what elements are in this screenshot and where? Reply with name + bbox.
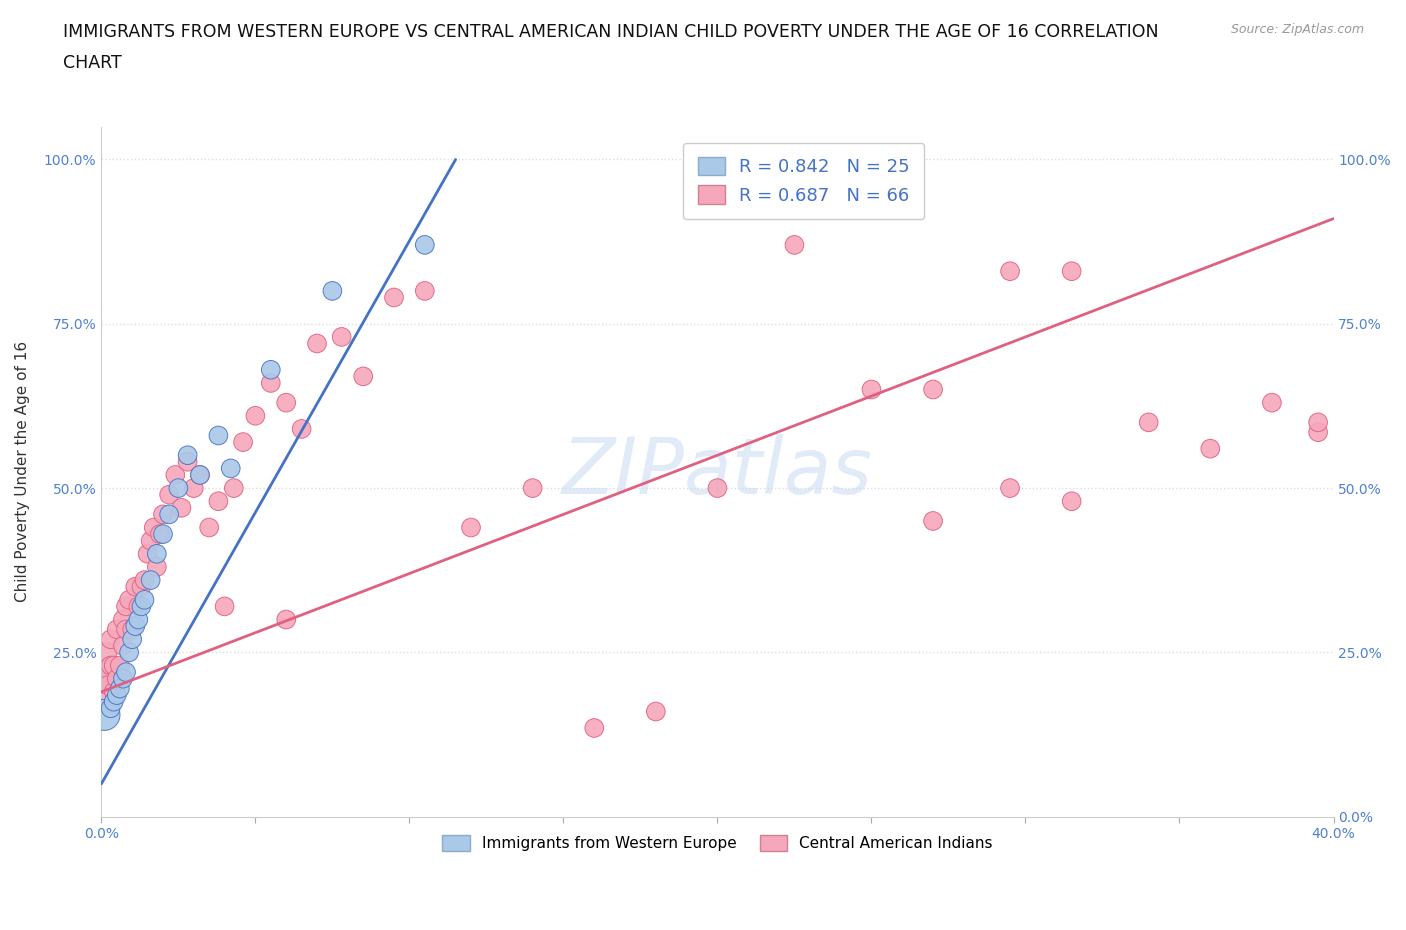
Point xyxy=(198,520,221,535)
Point xyxy=(1060,494,1083,509)
Point xyxy=(583,721,606,736)
Point xyxy=(165,468,187,483)
Point xyxy=(998,264,1021,279)
Point xyxy=(139,573,162,588)
Point xyxy=(188,468,211,483)
Point xyxy=(1199,441,1222,456)
Point xyxy=(460,520,482,535)
Point xyxy=(157,487,180,502)
Point xyxy=(305,336,328,351)
Legend: Immigrants from Western Europe, Central American Indians: Immigrants from Western Europe, Central … xyxy=(436,830,998,857)
Point xyxy=(146,546,169,561)
Point xyxy=(783,237,806,252)
Point xyxy=(183,481,205,496)
Text: CHART: CHART xyxy=(63,54,122,72)
Point xyxy=(706,481,728,496)
Point xyxy=(188,468,211,483)
Text: ZIPatlas: ZIPatlas xyxy=(562,433,873,510)
Y-axis label: Child Poverty Under the Age of 16: Child Poverty Under the Age of 16 xyxy=(15,341,30,603)
Point xyxy=(998,481,1021,496)
Point xyxy=(134,592,156,607)
Point xyxy=(352,369,374,384)
Point xyxy=(382,290,405,305)
Point xyxy=(100,701,122,716)
Point xyxy=(860,382,883,397)
Point xyxy=(131,599,153,614)
Point xyxy=(176,455,198,470)
Point xyxy=(105,671,128,686)
Point xyxy=(131,579,153,594)
Point xyxy=(100,631,122,646)
Point xyxy=(276,612,298,627)
Point xyxy=(1306,415,1329,430)
Point xyxy=(152,507,174,522)
Point xyxy=(127,612,149,627)
Point xyxy=(214,599,236,614)
Point xyxy=(142,520,165,535)
Point xyxy=(207,494,229,509)
Point xyxy=(321,284,343,299)
Point xyxy=(108,681,131,696)
Point xyxy=(121,622,143,637)
Text: Source: ZipAtlas.com: Source: ZipAtlas.com xyxy=(1230,23,1364,36)
Point xyxy=(176,447,198,462)
Point xyxy=(127,599,149,614)
Point xyxy=(1306,425,1329,440)
Point xyxy=(115,665,138,680)
Text: IMMIGRANTS FROM WESTERN EUROPE VS CENTRAL AMERICAN INDIAN CHILD POVERTY UNDER TH: IMMIGRANTS FROM WESTERN EUROPE VS CENTRA… xyxy=(63,23,1159,41)
Point xyxy=(139,533,162,548)
Point xyxy=(207,428,229,443)
Point xyxy=(922,513,945,528)
Point xyxy=(260,363,283,378)
Point xyxy=(413,237,436,252)
Point xyxy=(1261,395,1284,410)
Point xyxy=(1137,415,1160,430)
Point xyxy=(111,638,134,653)
Point xyxy=(103,684,125,699)
Point xyxy=(108,658,131,673)
Point xyxy=(232,434,254,449)
Point xyxy=(105,687,128,702)
Point xyxy=(276,395,298,410)
Point xyxy=(111,671,134,686)
Point xyxy=(245,408,267,423)
Point xyxy=(136,546,159,561)
Point xyxy=(170,500,193,515)
Point xyxy=(96,678,118,693)
Point xyxy=(103,695,125,710)
Point xyxy=(124,618,146,633)
Point xyxy=(93,681,115,696)
Point xyxy=(121,631,143,646)
Point xyxy=(922,382,945,397)
Point xyxy=(105,622,128,637)
Point xyxy=(644,704,666,719)
Point xyxy=(96,645,118,660)
Point xyxy=(1060,264,1083,279)
Point xyxy=(118,645,141,660)
Point xyxy=(152,526,174,541)
Point xyxy=(330,329,353,344)
Point xyxy=(115,622,138,637)
Point xyxy=(100,658,122,673)
Point xyxy=(413,284,436,299)
Point xyxy=(124,579,146,594)
Point xyxy=(157,507,180,522)
Point xyxy=(149,526,172,541)
Point xyxy=(134,573,156,588)
Point xyxy=(522,481,544,496)
Point xyxy=(93,708,115,723)
Point xyxy=(103,658,125,673)
Point xyxy=(167,481,190,496)
Point xyxy=(222,481,245,496)
Point xyxy=(260,376,283,391)
Point xyxy=(93,665,115,680)
Point xyxy=(291,421,314,436)
Point xyxy=(115,599,138,614)
Point xyxy=(118,592,141,607)
Point xyxy=(146,560,169,575)
Point xyxy=(111,612,134,627)
Point xyxy=(219,461,242,476)
